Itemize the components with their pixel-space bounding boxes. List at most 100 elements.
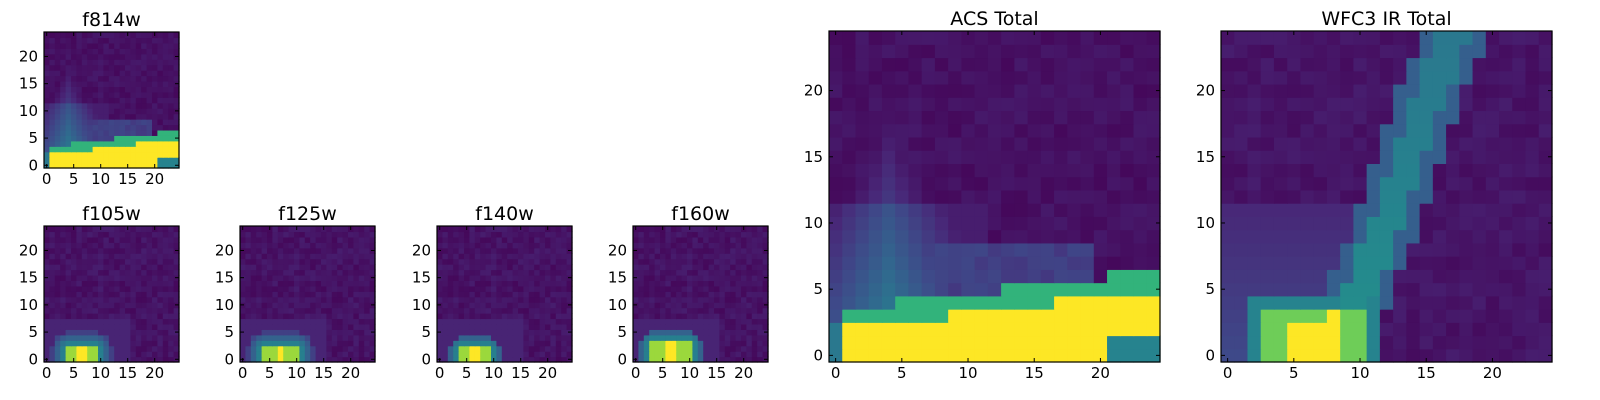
heatmap-cell — [135, 42, 142, 49]
heatmap-cell — [1326, 282, 1341, 297]
heatmap-cell — [277, 291, 284, 298]
heatmap-cell — [501, 334, 508, 341]
heatmap-cell — [92, 329, 99, 336]
heatmap-cell — [44, 351, 50, 358]
heatmap-cell — [1260, 31, 1275, 45]
heatmap-cell — [1419, 163, 1434, 178]
heatmap-cell — [364, 236, 371, 243]
heatmap-cell — [146, 307, 153, 314]
heatmap-cell — [125, 157, 131, 164]
heatmap-cell — [1472, 83, 1487, 98]
heatmap-cell — [676, 351, 683, 358]
heatmap-cell — [566, 280, 573, 287]
heatmap-cell — [81, 318, 88, 325]
heatmap-cell — [550, 340, 557, 347]
heatmap-cell — [1146, 136, 1161, 151]
heatmap-cell — [1472, 176, 1487, 191]
heatmap-cell — [719, 264, 726, 271]
heatmap-cell — [173, 318, 180, 325]
heatmap-cell — [76, 247, 83, 254]
heatmap-cell — [304, 231, 311, 238]
heatmap-cell — [114, 351, 121, 358]
heatmap-cell — [76, 70, 83, 77]
heatmap-cell — [1326, 44, 1341, 59]
heatmap-cell — [746, 274, 753, 281]
heatmap-cell — [1120, 282, 1135, 297]
heatmap-cell — [1326, 70, 1341, 85]
heatmap-cell — [348, 313, 354, 320]
heatmap-cell — [71, 264, 77, 271]
heatmap-cell — [868, 309, 883, 323]
heatmap-cell — [1234, 216, 1249, 231]
heatmap-cell — [1512, 110, 1527, 125]
heatmap-cell — [125, 247, 131, 254]
heatmap-cell — [1406, 203, 1421, 217]
heatmap-cell — [458, 264, 465, 271]
heatmap-cell — [730, 253, 737, 260]
heatmap-cell — [168, 247, 175, 254]
heatmap-cell — [1432, 335, 1447, 350]
heatmap-cell — [921, 322, 936, 337]
heatmap-cell — [125, 340, 131, 347]
heatmap-cell — [103, 157, 110, 164]
heatmap-cell — [358, 334, 365, 341]
heatmap-cell — [1027, 216, 1042, 231]
heatmap-cell — [545, 318, 551, 325]
heatmap-cell — [108, 356, 115, 363]
heatmap-cell — [369, 291, 376, 298]
heatmap-cell — [545, 329, 551, 336]
heatmap-cell — [447, 356, 454, 363]
heatmap-cell — [358, 274, 365, 281]
heatmap-cell — [518, 264, 524, 271]
heatmap-cell — [643, 351, 650, 358]
heatmap-cell — [49, 119, 56, 126]
heatmap-cell — [895, 150, 910, 164]
heatmap-cell — [54, 37, 61, 44]
heatmap-cell — [762, 269, 769, 276]
heatmap-cell — [65, 151, 72, 158]
heatmap-cell — [168, 42, 175, 49]
heatmap-cell — [1040, 83, 1055, 98]
heatmap-cell — [1313, 44, 1328, 59]
heatmap-cell — [1273, 309, 1288, 323]
heatmap-cell — [81, 91, 88, 98]
heatmap-cell — [173, 119, 180, 126]
heatmap-cell — [162, 247, 169, 254]
y-tick-label: 5 — [224, 323, 234, 341]
heatmap-cell — [315, 264, 322, 271]
heatmap-cell — [921, 335, 936, 350]
heatmap-cells — [437, 226, 573, 363]
heatmap-cell — [442, 242, 449, 249]
heatmap-cell — [555, 313, 562, 320]
heatmap-cell — [921, 203, 936, 217]
heatmap-cell — [168, 86, 175, 93]
heatmap-cell — [724, 236, 731, 243]
heatmap-cell — [670, 269, 677, 276]
heatmap-cell — [1067, 256, 1082, 270]
heatmap-cell — [162, 351, 169, 358]
heatmap-cell — [92, 313, 99, 320]
heatmap-cell — [157, 280, 164, 287]
heatmap-cell — [855, 57, 870, 72]
heatmap-cell — [746, 356, 753, 363]
heatmap-cell — [240, 345, 246, 352]
heatmap-cell — [92, 42, 99, 49]
heatmap-cell — [54, 91, 61, 98]
heatmap-cell — [550, 269, 557, 276]
heatmap-cell — [746, 296, 753, 303]
heatmap-cell — [523, 226, 530, 233]
heatmap-cell — [114, 340, 121, 347]
heatmap-cell — [1040, 70, 1055, 85]
heatmap-cell — [103, 351, 110, 358]
heatmap-cell — [496, 231, 503, 238]
heatmap-cell — [660, 318, 666, 325]
heatmap-cell — [92, 151, 99, 158]
heatmap-cells — [1221, 31, 1553, 363]
heatmap-cell — [757, 264, 764, 271]
heatmap-cell — [250, 329, 257, 336]
heatmap-cell — [49, 162, 56, 169]
heatmap-cell — [491, 280, 497, 287]
x-tick-label: 20 — [1483, 364, 1502, 382]
heatmap-cell — [44, 242, 50, 249]
heatmap-cell — [173, 102, 180, 109]
